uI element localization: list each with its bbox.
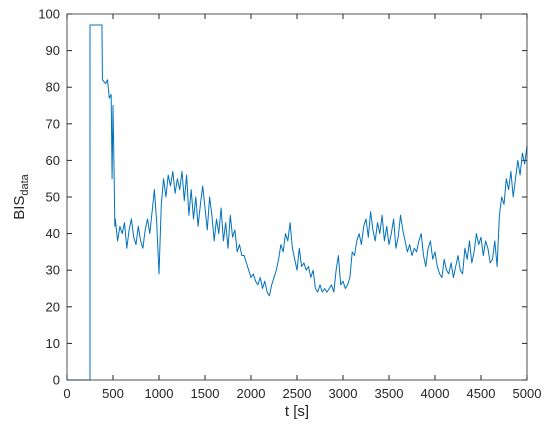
- x-tick-label: 4500: [467, 386, 496, 401]
- x-tick-label: 0: [63, 386, 70, 401]
- x-tick-label: 2500: [283, 386, 312, 401]
- y-tick-label: 40: [46, 226, 60, 241]
- x-tick-label: 3500: [375, 386, 404, 401]
- x-tick-label: 3000: [329, 386, 358, 401]
- y-axis-label-sub: data: [19, 173, 31, 195]
- y-tick-label: 80: [46, 80, 60, 95]
- y-tick-label: 0: [53, 373, 60, 388]
- data-line: [67, 24, 528, 381]
- y-tick-label: 60: [46, 153, 60, 168]
- x-tick-label: 2000: [237, 386, 266, 401]
- y-tick-label: 20: [46, 299, 60, 314]
- x-tick-label: 4000: [421, 386, 450, 401]
- y-tick-label: 100: [38, 7, 60, 22]
- y-tick-label: 70: [46, 116, 60, 131]
- x-axis-label: t [s]: [285, 403, 309, 420]
- y-tick-label: 10: [46, 336, 60, 351]
- x-tick-label: 1000: [145, 386, 174, 401]
- y-axis-label-main: BIS: [11, 196, 28, 220]
- x-tick-label: 500: [102, 386, 124, 401]
- plot-frame: [66, 13, 528, 381]
- y-tick-label: 50: [46, 190, 60, 205]
- y-tick-label: 90: [46, 43, 60, 58]
- y-axis-label: BISdata: [11, 173, 31, 219]
- x-tick-label: 5000: [513, 386, 542, 401]
- y-tick-label: 30: [46, 263, 60, 278]
- x-tick-label: 1500: [191, 386, 220, 401]
